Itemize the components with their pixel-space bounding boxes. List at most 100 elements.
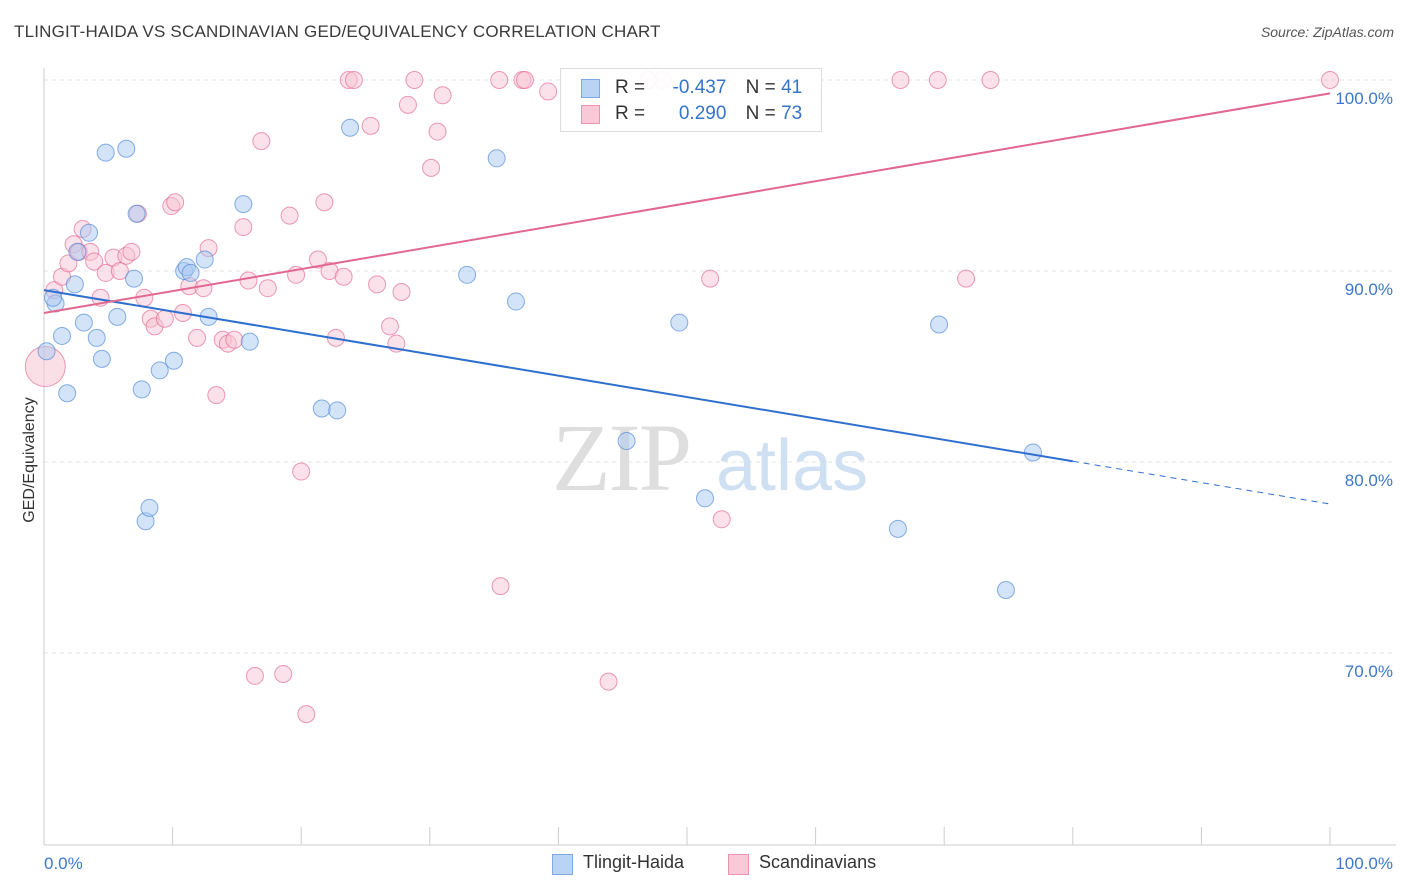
legend-r-label: R = [615, 103, 646, 124]
scandinavians-point [297, 705, 316, 724]
scandinavians-point [110, 262, 129, 280]
tlingit-haida-point [234, 195, 253, 214]
axis-labels: 70.0% 80.0% 90.0% 100.0% 0.0% 100.0% GED/Equiv… [21, 89, 1393, 873]
scandinavians-point [422, 158, 441, 177]
y-tick-label: 90.0% [1345, 280, 1393, 299]
y-tick-label: 100.0% [1335, 89, 1393, 108]
bottom-legend-swatch-pink [728, 854, 749, 875]
scandinavians-point [957, 269, 976, 288]
scandinavians-point [1321, 71, 1339, 89]
scandinavians-point [398, 95, 417, 114]
x-tick-label: 0.0% [44, 854, 83, 873]
tlingit-haida-point [80, 223, 99, 242]
tlingit-haida-point [92, 349, 111, 368]
tlingit-haida-point [1023, 443, 1042, 462]
scandinavians-point [539, 82, 558, 101]
tlingit-haida-point [127, 204, 146, 223]
tlingit-haida-point [37, 342, 56, 361]
tlingit-haida-point [312, 399, 331, 418]
scandinavians-point [315, 193, 334, 212]
tlingit-haida-point [506, 292, 525, 311]
scandinavians-point [712, 510, 731, 529]
scandinavians-point [258, 279, 277, 298]
tlingit-haida-point [996, 580, 1015, 599]
tlingit-haida-point [44, 288, 63, 307]
scandinavians-point [928, 71, 947, 89]
watermark: ZIP atlas [552, 404, 868, 511]
scandinavians-point [491, 577, 510, 596]
scandinavians-point [361, 116, 380, 135]
scandinavians-point [392, 283, 411, 302]
scandinavians-point [166, 193, 185, 212]
tlingit-haida-point [74, 313, 93, 332]
scandinavians-point [433, 86, 452, 105]
tlingit-haida-point [125, 269, 144, 288]
x-tick-label: 100.0% [1335, 854, 1393, 873]
tlingit-haida-point [670, 313, 689, 332]
tlingit-haida-point [487, 149, 506, 168]
scandinavians-trend-line [43, 92, 1331, 315]
tlingit-haida-point [117, 139, 136, 158]
grid-lines [44, 79, 1396, 654]
y-tick-label: 70.0% [1345, 662, 1393, 681]
tlingit-haida-point [341, 118, 360, 137]
trend-lines [43, 92, 1331, 505]
scandinavians-point [225, 330, 244, 349]
scandinavians-point [155, 309, 174, 328]
tlingit-haida-point [96, 143, 115, 162]
tlingit-haida-point [140, 498, 159, 517]
legend-r-label: R = [615, 77, 646, 98]
tlingit-haida-point [164, 351, 183, 370]
tlingit-haida-point [58, 384, 77, 403]
scandinavians-point [239, 271, 258, 290]
legend-n-value: 41 [781, 77, 803, 98]
scandinavians-point [252, 132, 271, 151]
axes [43, 68, 1396, 846]
tlingit-haida-trend-extension [1072, 460, 1331, 505]
tlingit-haida-point [132, 380, 151, 399]
scandinavians-point [428, 122, 447, 141]
tlingit-haida-trend-line [43, 289, 1073, 463]
legend-n-label: N = [745, 103, 776, 124]
y-tick-label: 80.0% [1345, 471, 1393, 490]
scandinavians-point [405, 71, 424, 89]
tlingit-haida-point [65, 275, 84, 294]
scandinavians-point [245, 666, 264, 685]
legend-n-label: N = [745, 77, 776, 98]
scandinavians-point [701, 269, 720, 288]
scandinavians-point [292, 462, 311, 481]
scandinavians-point [380, 317, 399, 336]
scandinavians-point [274, 665, 293, 684]
scandinavians-point [344, 71, 363, 89]
tlingit-haida-point [930, 315, 949, 334]
watermark-zip: ZIP [552, 404, 690, 511]
tlingit-haida-point [240, 332, 259, 351]
tlingit-haida-point [150, 361, 169, 380]
tlingit-haida-points [37, 118, 1042, 599]
scandinavians-point [334, 267, 353, 286]
tlingit-haida-point [195, 250, 214, 269]
scandinavians-point [207, 386, 226, 405]
bottom-legend-swatch-blue [552, 854, 573, 875]
legend-swatch-blue [581, 79, 600, 98]
scandinavians-point [891, 71, 910, 89]
legend-swatch-pink [581, 105, 600, 124]
bottom-legend-label: Scandinavians [759, 852, 877, 872]
stats-legend: R = -0.437 N = 41 R = 0.290 N = 73 [560, 68, 822, 132]
scandinavians-point [188, 328, 207, 347]
scandinavians-point [194, 279, 213, 298]
scandinavians-point [308, 250, 327, 269]
scandinavians-point [234, 218, 253, 237]
tlingit-haida-point [53, 326, 72, 345]
legend-n-value: 73 [781, 103, 803, 124]
tlingit-haida-point [87, 328, 106, 347]
y-axis-title: GED/Equivalency [21, 397, 38, 522]
bottom-legend-label: Tlingit-Haida [583, 852, 685, 872]
scandinavians-point [368, 275, 387, 294]
scandinavians-point [490, 71, 509, 89]
tlingit-haida-point [68, 242, 87, 261]
scandinavians-point [280, 206, 299, 225]
tlingit-haida-point [696, 489, 715, 508]
scandinavians-point [981, 71, 1000, 89]
